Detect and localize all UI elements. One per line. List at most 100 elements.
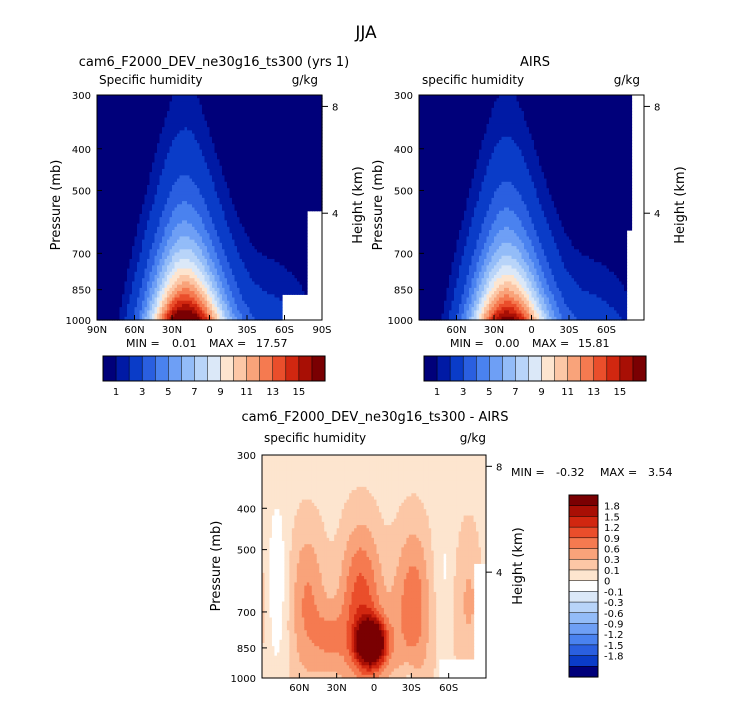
field-cell [202,130,206,135]
field-cell [272,172,276,176]
field-cell [237,310,241,315]
field-cell [204,178,208,183]
field-cell [204,284,208,289]
field-cell [104,95,108,99]
field-cell [179,255,183,260]
field-cell [237,307,241,311]
field-cell [252,294,256,299]
field-cell [222,281,226,286]
field-cell [127,268,131,273]
field-cell [152,233,156,238]
field-cell [239,213,243,218]
field-cell [234,98,238,103]
field-cell [224,136,228,141]
field-cell [107,236,111,241]
field-cell [132,149,136,154]
field-cell [264,275,268,279]
field-cell [122,239,126,244]
field-cell [222,111,226,115]
field-cell [207,220,211,225]
field-cell [152,210,156,215]
field-cell [112,297,116,302]
field-cell [159,165,163,170]
field-cell [99,152,103,157]
field-cell [102,168,106,173]
field-cell [159,149,163,154]
field-cell [119,220,123,225]
field-cell [107,201,111,205]
field-cell [259,210,263,215]
field-cell [182,300,186,305]
field-cell [239,239,243,244]
field-cell [157,249,161,254]
field-cell [229,143,233,148]
field-cell [212,239,216,244]
field-cell [187,239,191,244]
field-cell [237,143,241,148]
field-cell [192,271,196,276]
field-cell [129,316,133,321]
field-cell [129,178,133,183]
field-cell [194,133,198,138]
field-cell [167,233,171,238]
field-cell [157,104,161,109]
field-cell [139,226,143,231]
field-cell [119,246,123,250]
field-cell [109,236,113,241]
field-cell [154,291,158,295]
field-cell [237,281,241,286]
field-cell [269,271,273,276]
field-cell [252,287,256,292]
field-cell [254,98,258,103]
field-cell [102,300,106,305]
field-cell [97,143,101,148]
field-cell [104,117,108,122]
field-cell [247,172,251,176]
field-cell [134,262,138,266]
field-cell [152,258,156,263]
field-cell [137,136,141,141]
field-cell [267,185,271,189]
field-cell [259,197,263,202]
field-cell [267,165,271,170]
field-cell [162,294,166,299]
field-cell [132,220,136,225]
field-cell [224,239,228,244]
field-cell [212,111,216,115]
field-cell [184,178,188,183]
field-cell [169,284,173,289]
field-cell [237,236,241,241]
field-cell [247,255,251,260]
field-cell [119,140,123,144]
field-cell [179,136,183,141]
field-cell [124,223,128,228]
field-cell [184,230,188,234]
field-cell [184,146,188,151]
field-cell [162,284,166,289]
field-cell [142,220,146,225]
field-cell [172,98,176,103]
field-cell [134,307,138,311]
field-cell [159,111,163,115]
field-cell [219,284,223,289]
field-cell [209,143,213,148]
field-cell [109,268,113,273]
field-cell [154,181,158,186]
field-cell [134,213,138,218]
field-cell [134,185,138,189]
field-cell [204,104,208,109]
field-cell [242,104,246,109]
field-cell [164,265,168,270]
field-cell [132,249,136,254]
field-cell [164,313,168,318]
field-cell [232,242,236,247]
field-cell [107,98,111,103]
field-cell [212,313,216,318]
field-cell [267,275,271,279]
field-cell [269,130,273,135]
field-cell [184,303,188,308]
field-cell [154,156,158,160]
field-cell [217,185,221,189]
field-cell [187,230,191,234]
field-cell [147,204,151,209]
